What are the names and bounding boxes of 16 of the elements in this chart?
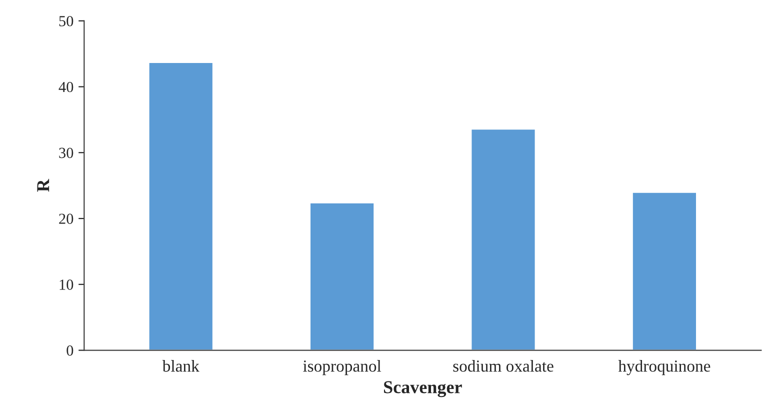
bar — [309, 202, 375, 350]
y-axis-title: R — [37, 178, 50, 192]
x-tick-label: sodium oxalate — [453, 360, 554, 372]
y-tick-label: 50 — [59, 16, 74, 26]
bar — [632, 191, 698, 350]
y-tick-label: 30 — [59, 148, 74, 158]
x-axis-title: Scavenger — [384, 381, 462, 398]
y-tick-label: 10 — [60, 280, 74, 290]
x-tick-label: hydroquinone — [618, 360, 710, 376]
bar — [470, 128, 536, 350]
x-tick-label: isopropanol — [303, 360, 382, 376]
bar — [148, 62, 214, 350]
y-tick-label: 20 — [59, 214, 74, 224]
y-tick-label: 0 — [66, 345, 74, 356]
x-tick-label: blank — [162, 360, 200, 372]
y-tick-label: 40 — [58, 82, 74, 92]
